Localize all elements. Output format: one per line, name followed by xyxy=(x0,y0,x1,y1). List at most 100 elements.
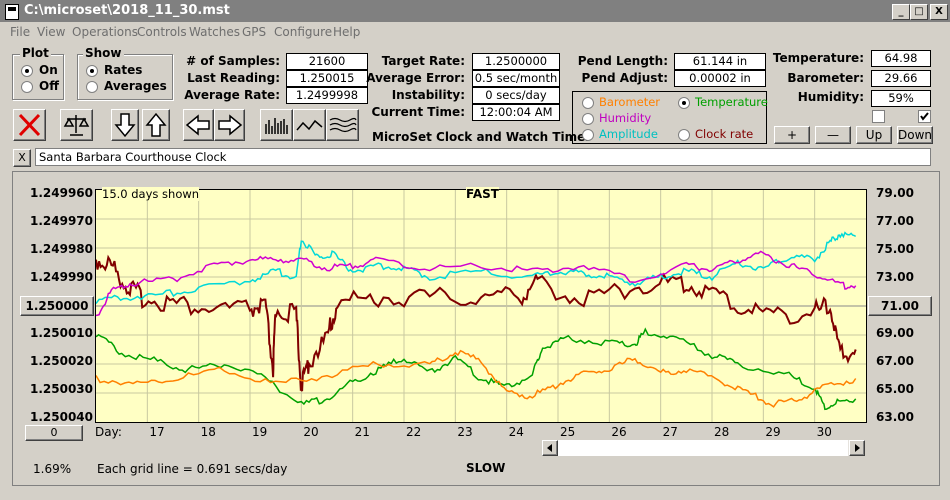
move-down-button[interactable] xyxy=(111,109,139,141)
menu-controls[interactable]: Controls xyxy=(137,25,187,39)
slow-label: SLOW xyxy=(466,461,506,475)
up-button[interactable]: Up xyxy=(856,126,892,144)
delete-button[interactable] xyxy=(13,109,46,141)
pend-adjust-label: Pend Adjust: xyxy=(581,71,668,85)
center-value-left-button[interactable]: 1.250000 xyxy=(20,296,94,316)
y-right-tick: 75.00 xyxy=(876,242,914,256)
plot-on-radio[interactable] xyxy=(21,65,33,77)
show-group-title: Show xyxy=(83,46,124,60)
move-left-button[interactable] xyxy=(183,109,214,141)
clock-name-field[interactable]: Santa Barbara Courthouse Clock xyxy=(35,148,931,166)
chart-panel xyxy=(12,171,940,486)
maximize-button[interactable]: □ xyxy=(910,4,928,20)
menu-configure[interactable]: Configure xyxy=(274,25,333,39)
zero-button[interactable]: 0 xyxy=(25,425,83,441)
y-right-tick: 65.00 xyxy=(876,382,914,396)
line-graph-button[interactable] xyxy=(293,109,326,141)
balance-button[interactable] xyxy=(60,109,93,141)
scroll-left-button[interactable] xyxy=(542,440,558,456)
menu-file[interactable]: File xyxy=(10,25,31,39)
y-left-tick: 1.250040 xyxy=(30,410,94,424)
scroll-thumb[interactable] xyxy=(558,440,848,456)
move-right-button[interactable] xyxy=(214,109,245,141)
arrow-down-icon xyxy=(114,113,136,138)
samples-field: 21600 xyxy=(286,53,368,70)
arrow-right-icon xyxy=(218,114,243,136)
show-rates-radio[interactable] xyxy=(86,65,98,77)
show-group xyxy=(77,54,173,100)
arrow-left-icon xyxy=(185,114,210,136)
day-tick-label: 17 xyxy=(149,425,165,439)
menu-watches[interactable]: Watches xyxy=(189,25,240,39)
scroll-right-button[interactable] xyxy=(849,440,865,456)
samples-label: # of Samples: xyxy=(186,54,280,68)
title-bar: C:\microset\2018_11_30.mst _ □ X xyxy=(0,0,950,22)
day-tick-label: 30 xyxy=(816,425,832,439)
last-reading-label: Last Reading: xyxy=(187,71,280,85)
temperature-option-label: Temperature xyxy=(695,95,768,109)
wave-lines-icon xyxy=(329,117,357,133)
series-line-3 xyxy=(95,231,857,304)
pend-length-field: 61.144 in xyxy=(674,53,766,70)
y-left-tick: 1.249980 xyxy=(30,242,94,256)
average-rate-label: Average Rate: xyxy=(184,88,280,102)
instability-field: 0 secs/day xyxy=(472,87,560,104)
day-tick-label: 24 xyxy=(508,425,524,439)
chart-svg xyxy=(95,190,866,422)
bar-graph-button[interactable] xyxy=(260,109,293,141)
barometer-radio[interactable] xyxy=(582,97,594,109)
last-reading-field: 1.250015 xyxy=(286,70,368,87)
temperature-field: 64.98 xyxy=(871,50,931,67)
center-value-right-button[interactable]: 71.00 xyxy=(868,296,932,316)
close-button[interactable]: X xyxy=(930,4,948,20)
wave-graph-button[interactable] xyxy=(326,109,359,141)
y-right-tick: 73.00 xyxy=(876,270,914,284)
bar-graph-icon xyxy=(265,118,288,134)
day-tick-label: 26 xyxy=(611,425,627,439)
option-checkbox-2[interactable] xyxy=(918,110,931,123)
current-time-label: Current Time: xyxy=(371,105,465,119)
target-rate-field: 1.2500000 xyxy=(472,53,560,70)
plot-area[interactable]: 15.0 days shown FAST xyxy=(95,187,867,423)
show-averages-radio[interactable] xyxy=(86,81,98,93)
check-icon xyxy=(920,112,929,121)
y-right-tick: 77.00 xyxy=(876,214,914,228)
menu-help[interactable]: Help xyxy=(333,25,361,39)
menu-gps[interactable]: GPS xyxy=(242,25,267,39)
series-line-1 xyxy=(95,327,857,411)
plus-button[interactable]: + xyxy=(774,126,810,144)
scroll-right-arrow-icon xyxy=(855,444,860,452)
scroll-left-arrow-icon xyxy=(547,444,552,452)
y-right-tick: 67.00 xyxy=(876,354,914,368)
y-right-tick: 63.00 xyxy=(876,410,914,424)
barometer-label: Barometer: xyxy=(787,71,864,85)
clear-clock-button[interactable]: X xyxy=(13,149,31,167)
pend-length-label: Pend Length: xyxy=(577,54,668,68)
barometer-field: 29.66 xyxy=(871,70,931,87)
minimize-button[interactable]: _ xyxy=(892,4,910,20)
temperature-radio[interactable] xyxy=(678,97,690,109)
move-up-button[interactable] xyxy=(142,109,170,141)
menu-view[interactable]: View xyxy=(37,25,66,39)
y-left-tick: 1.249970 xyxy=(30,214,94,228)
show-rates-label: Rates xyxy=(104,63,143,77)
amplitude-radio[interactable] xyxy=(582,129,594,141)
red-x-icon xyxy=(18,113,41,137)
arrow-up-icon xyxy=(145,112,167,137)
temperature-label: Temperature: xyxy=(772,51,864,65)
y-right-tick: 69.00 xyxy=(876,326,914,340)
plot-off-label: Off xyxy=(39,79,59,93)
clock-rate-radio[interactable] xyxy=(678,129,690,141)
humidity-radio[interactable] xyxy=(582,113,594,125)
scale-icon xyxy=(63,115,90,136)
menu-bar: File View Operations Controls Watches GP… xyxy=(0,22,950,42)
option-checkbox-1[interactable] xyxy=(872,110,885,123)
menu-operations[interactable]: Operations xyxy=(72,25,138,39)
horizontal-scrollbar[interactable] xyxy=(542,440,865,456)
current-time-field: 12:00:04 AM xyxy=(472,104,560,121)
plot-off-radio[interactable] xyxy=(21,81,33,93)
down-button[interactable]: Down xyxy=(897,126,933,144)
minus-button[interactable]: — xyxy=(815,126,851,144)
day-tick-label: 20 xyxy=(303,425,319,439)
target-rate-label: Target Rate: xyxy=(381,54,465,68)
